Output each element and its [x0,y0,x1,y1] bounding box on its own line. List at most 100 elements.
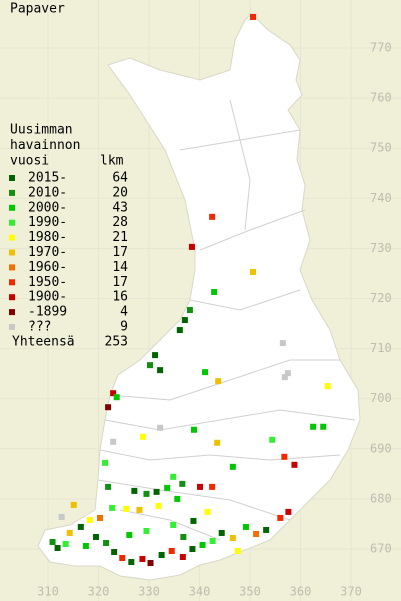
observation [179,480,186,487]
observation [202,369,209,376]
observation [189,546,196,552]
observation [215,378,222,385]
y-tick-label: 680 [370,491,392,505]
x-tick-label: 350 [239,585,261,599]
observation [168,548,175,555]
x-tick-label: 370 [340,585,362,599]
legend-label: 1950- [28,275,67,290]
observation [320,423,327,430]
observation [170,521,177,528]
observation [82,542,89,549]
legend-swatch [9,175,15,181]
observation [174,495,181,502]
observation [281,374,288,381]
legend-count: 4 [120,305,128,320]
observation [102,459,109,466]
observation [250,268,257,275]
observation [97,514,104,521]
x-axis: 310 320 330 340 350 360 370 [37,585,362,599]
legend-swatch [9,234,15,241]
legend-label: 2015- [28,171,67,186]
legend-label: 1970- [28,245,67,260]
legend-swatch [9,264,15,271]
y-tick-label: 700 [370,391,392,405]
y-tick-label: 740 [370,191,392,205]
observation [269,436,276,443]
observation [218,529,225,536]
y-axis: 670 680 690 700 710 720 730 740 750 760 770 [370,41,392,556]
legend-swatch [9,204,15,211]
legend-swatch [9,189,15,196]
observation [324,383,331,390]
legend-label: -1899 [28,305,67,320]
observation [143,490,150,497]
observation [110,438,117,445]
observation [123,505,130,512]
observation [128,559,135,566]
observation [66,529,73,536]
legend-label: 1990- [28,215,67,230]
legend-count: 17 [112,245,128,260]
observation [234,548,241,555]
observation [199,541,206,548]
observation [291,461,298,468]
observation [126,531,133,538]
observation [54,544,61,551]
observation [157,424,164,431]
observation [147,362,154,369]
observation [188,243,195,250]
legend-label: 2010- [28,185,67,200]
observation [211,288,218,295]
observation [103,539,110,546]
legend-count: 14 [112,260,128,275]
legend-count: 20 [112,185,128,200]
observation [281,453,288,460]
y-tick-label: 760 [370,91,392,105]
x-tick-label: 330 [138,585,160,599]
observation [190,426,197,433]
legend-count: 64 [112,171,128,186]
legend-count: 17 [112,275,128,290]
y-tick-label: 670 [370,542,392,556]
legend-count: 9 [120,320,128,335]
observation [70,501,77,508]
observation [170,473,177,480]
x-tick-label: 310 [37,585,59,599]
region-borders [97,99,356,541]
legend-label: 1960- [28,260,67,275]
observation [285,508,292,515]
observation [143,527,150,534]
observation [49,538,56,545]
legend-label: ??? [28,320,51,335]
observation [180,533,187,540]
observation [119,555,126,562]
observation [186,307,193,314]
legend-heading: Uusimman [10,123,73,138]
observation [277,514,284,521]
y-tick-label: 720 [370,291,392,305]
observation [157,367,164,374]
observation [263,526,270,533]
observation [209,483,216,490]
legend-heading: havainnon [10,138,80,153]
observation [214,439,221,446]
observation [204,508,211,515]
observation [113,394,120,401]
observation [109,504,116,511]
observation [153,488,160,495]
legend-swatch [9,219,15,226]
y-tick-label: 730 [370,241,392,255]
observation [242,523,249,530]
x-tick-label: 360 [290,585,312,599]
legend-label: 1900- [28,290,67,305]
observation [179,554,186,561]
legend-swatch [9,309,15,316]
legend-swatch [9,294,15,301]
observation [111,549,118,556]
legend-count: 21 [112,230,128,245]
observation [253,530,260,537]
y-tick-label: 690 [370,441,392,455]
y-tick-label: 710 [370,341,392,355]
